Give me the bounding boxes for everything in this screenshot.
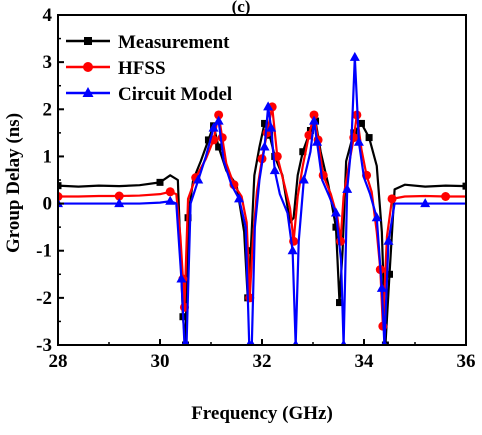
y-tick-label: 2 <box>43 99 53 120</box>
data-point <box>330 207 341 217</box>
y-tick-label: -2 <box>36 288 52 309</box>
data-point <box>365 134 373 142</box>
data-point <box>156 178 164 186</box>
legend-marker <box>82 87 94 97</box>
data-point <box>336 299 344 307</box>
data-point <box>248 339 255 345</box>
data-point <box>215 143 223 151</box>
legend: Measurement HFSS Circuit Model <box>66 32 232 105</box>
data-point <box>309 110 319 120</box>
legend-marker <box>83 62 93 72</box>
chart-title: (c) <box>232 0 251 16</box>
data-point <box>204 136 212 144</box>
legend-label: HFSS <box>118 58 166 79</box>
y-tick-label: 4 <box>43 5 53 26</box>
data-point <box>312 136 323 146</box>
data-point <box>259 141 270 151</box>
data-point <box>193 174 204 184</box>
data-point <box>208 122 219 132</box>
y-axis-label: Group Delay (ns) <box>3 113 24 253</box>
data-point <box>58 192 63 201</box>
x-tick-label: 28 <box>49 351 68 372</box>
data-point <box>213 115 224 125</box>
x-tick-label: 36 <box>457 351 476 372</box>
y-tick-label: -3 <box>36 335 52 356</box>
data-point <box>299 148 307 156</box>
plot-content <box>58 51 466 345</box>
y-tick-label: -1 <box>36 241 52 262</box>
data-point <box>58 182 62 190</box>
y-tick-label: 1 <box>43 146 53 167</box>
data-point <box>165 195 176 205</box>
x-axis: 28 30 32 34 36 <box>49 339 476 372</box>
data-point <box>176 273 187 283</box>
data-point <box>298 174 309 184</box>
data-point <box>234 193 245 203</box>
data-point <box>336 236 346 246</box>
data-point <box>441 192 451 201</box>
data-point <box>353 136 364 146</box>
data-point <box>383 235 394 245</box>
x-tick-label: 30 <box>151 351 170 372</box>
legend-label: Circuit Model <box>118 84 232 105</box>
legend-item: Measurement <box>66 32 230 53</box>
legend-item: HFSS <box>66 58 166 79</box>
data-point <box>420 198 431 208</box>
data-point <box>165 187 175 197</box>
series-circuit-model <box>58 51 466 345</box>
data-point <box>292 339 299 345</box>
data-point <box>261 119 269 127</box>
x-tick-label: 34 <box>355 351 375 372</box>
data-point <box>272 151 282 161</box>
series-line <box>58 56 466 345</box>
data-point <box>214 110 224 120</box>
data-point <box>349 51 360 61</box>
series-hfss <box>58 102 466 331</box>
data-point <box>357 119 365 127</box>
legend-item: Circuit Model <box>66 84 232 105</box>
data-point <box>462 182 466 190</box>
data-point <box>269 165 280 175</box>
data-point <box>263 101 274 111</box>
y-tick-label: 0 <box>43 194 53 215</box>
legend-marker <box>84 37 92 45</box>
data-point <box>371 212 382 222</box>
data-point <box>309 115 320 125</box>
y-tick-label: 3 <box>43 52 53 73</box>
series-line <box>58 105 466 328</box>
data-point <box>183 339 190 345</box>
data-point <box>386 270 393 278</box>
x-tick-label: 32 <box>253 351 272 372</box>
data-point <box>332 223 340 231</box>
data-point <box>342 183 353 193</box>
x-axis-label: Frequency (GHz) <box>191 403 333 424</box>
series-measurement <box>58 117 466 345</box>
legend-label: Measurement <box>118 32 230 53</box>
data-point <box>114 198 125 208</box>
data-point <box>266 122 277 132</box>
data-point <box>287 245 298 255</box>
data-point <box>340 339 347 345</box>
data-point <box>247 247 255 255</box>
data-point <box>376 282 387 292</box>
data-point <box>381 339 388 345</box>
data-point <box>114 191 124 201</box>
data-point <box>387 194 397 204</box>
y-axis: -3 -2 -1 0 1 2 3 4 <box>36 5 64 356</box>
